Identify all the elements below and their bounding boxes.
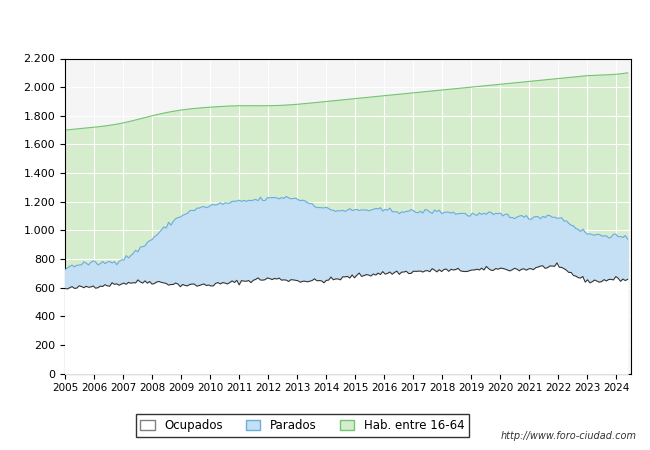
Legend: Ocupados, Parados, Hab. entre 16-64: Ocupados, Parados, Hab. entre 16-64 bbox=[136, 414, 469, 437]
Text: http://www.foro-ciudad.com: http://www.foro-ciudad.com bbox=[501, 431, 637, 441]
Text: Carrión de Calatrava - Evolucion de la poblacion en edad de Trabajar Mayo de 202: Carrión de Calatrava - Evolucion de la p… bbox=[46, 18, 604, 31]
